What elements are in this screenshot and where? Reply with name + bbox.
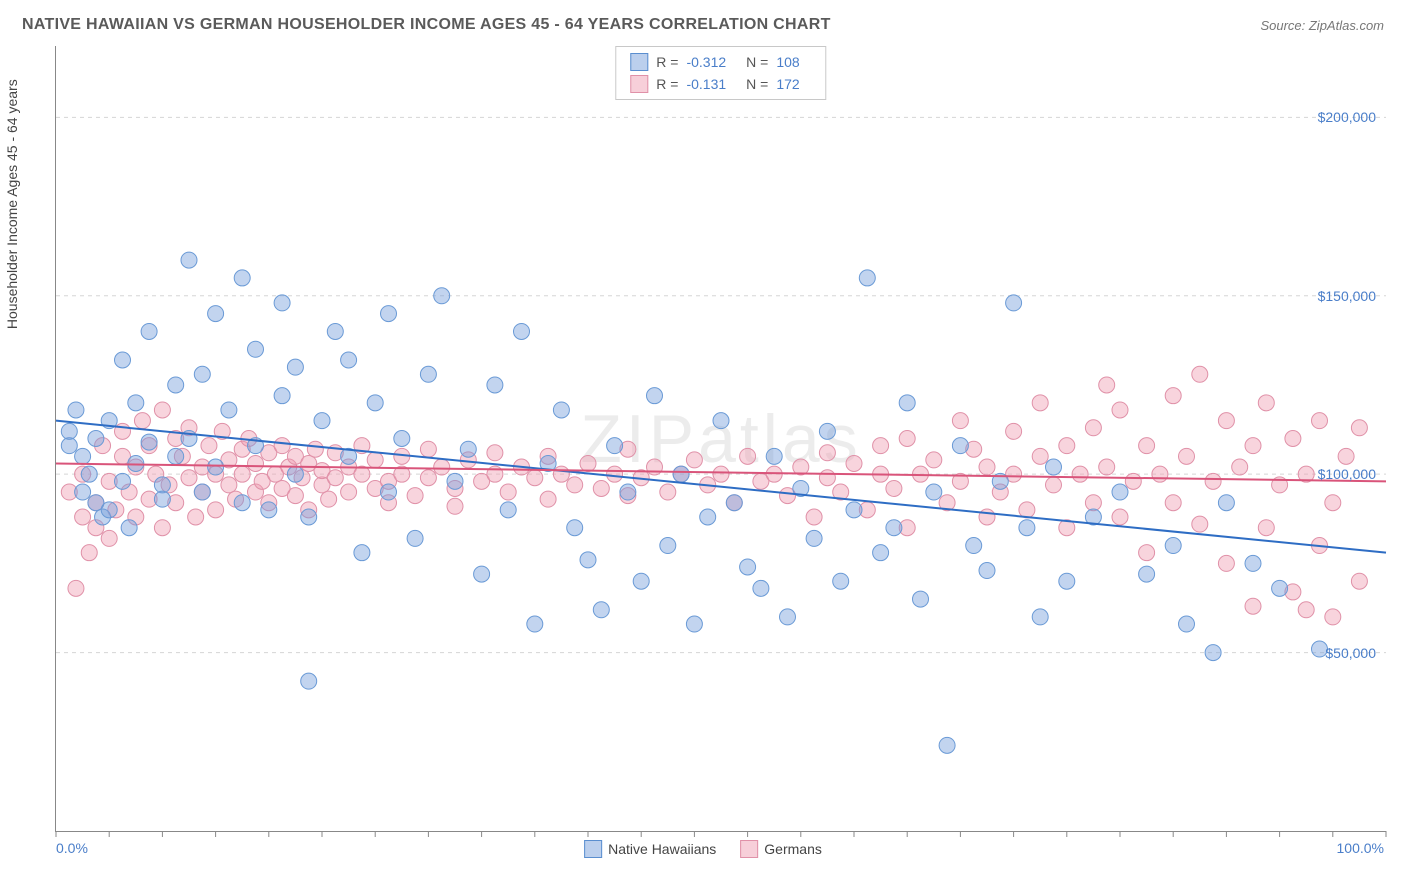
- swatch-pink-icon: [740, 840, 758, 858]
- chart-header: NATIVE HAWAIIAN VS GERMAN HOUSEHOLDER IN…: [10, 10, 1396, 44]
- chart-container: NATIVE HAWAIIAN VS GERMAN HOUSEHOLDER IN…: [0, 0, 1406, 892]
- y-tick-label: $150,000: [1318, 288, 1376, 304]
- legend-row: R = -0.131 N = 172: [630, 73, 811, 95]
- y-axis-label: Householder Income Ages 45 - 64 years: [4, 79, 20, 329]
- chart-source: Source: ZipAtlas.com: [1260, 18, 1384, 33]
- chart-plot-area: ZIPatlas R = -0.312 N = 108 R = -0.131 N…: [55, 46, 1386, 832]
- scatter-plot-svg: [56, 46, 1386, 831]
- legend-label: Germans: [764, 841, 822, 857]
- legend-row: R = -0.312 N = 108: [630, 51, 811, 73]
- r-value: -0.312: [686, 54, 726, 70]
- swatch-pink-icon: [630, 75, 648, 93]
- r-label: R =: [656, 76, 678, 92]
- n-label: N =: [746, 54, 768, 70]
- x-axis-min-label: 0.0%: [56, 840, 88, 856]
- r-label: R =: [656, 54, 678, 70]
- y-tick-label: $100,000: [1318, 466, 1376, 482]
- y-tick-label: $200,000: [1318, 109, 1376, 125]
- series-legend: Native Hawaiians Germans: [584, 840, 822, 858]
- chart-title: NATIVE HAWAIIAN VS GERMAN HOUSEHOLDER IN…: [22, 16, 831, 34]
- n-value: 108: [776, 54, 799, 70]
- legend-label: Native Hawaiians: [608, 841, 716, 857]
- n-label: N =: [746, 76, 768, 92]
- x-axis-max-label: 100.0%: [1337, 840, 1384, 856]
- legend-item: Native Hawaiians: [584, 840, 716, 858]
- n-value: 172: [776, 76, 799, 92]
- r-value: -0.131: [686, 76, 726, 92]
- y-tick-label: $50,000: [1325, 645, 1376, 661]
- legend-item: Germans: [740, 840, 822, 858]
- swatch-blue-icon: [584, 840, 602, 858]
- swatch-blue-icon: [630, 53, 648, 71]
- correlation-legend: R = -0.312 N = 108 R = -0.131 N = 172: [615, 46, 826, 100]
